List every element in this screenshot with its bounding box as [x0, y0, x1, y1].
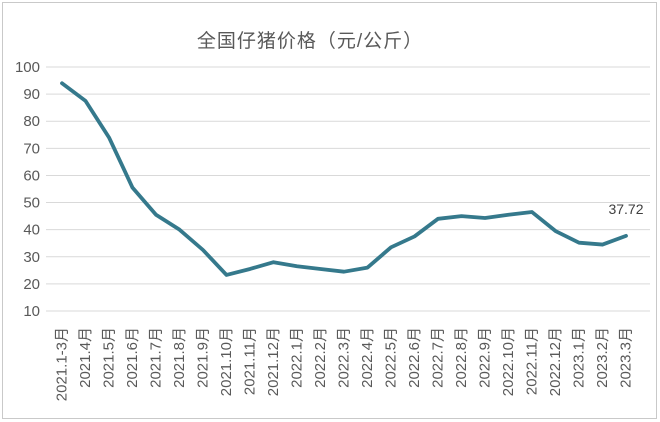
x-axis-tick-label: 2023.1月 — [571, 327, 588, 388]
x-axis-tick-label: 2022.7月 — [430, 327, 447, 388]
x-axis-tick-label: 2022.4月 — [359, 327, 376, 388]
x-axis-tick-label: 2021.9月 — [195, 327, 212, 388]
x-axis-tick-label: 2021.8月 — [171, 327, 188, 388]
x-axis-tick-label: 2021.11月 — [242, 327, 259, 395]
x-axis-tick-label: 2022.2月 — [312, 327, 329, 388]
x-axis-tick-label: 2023.3月 — [618, 327, 635, 388]
x-axis-tick-label: 2023.2月 — [594, 327, 611, 388]
x-axis-tick-label: 2022.5月 — [383, 327, 400, 388]
x-axis-tick-label: 2022.3月 — [336, 327, 353, 388]
last-point-value-label: 37.72 — [608, 201, 644, 217]
x-axis-tick-label: 2021.1-3月 — [54, 327, 71, 401]
x-axis-tick-label: 2022.12月 — [547, 327, 564, 396]
y-axis-tick-label: 30 — [23, 249, 40, 266]
x-axis-tick-label: 2021.12月 — [265, 327, 282, 396]
y-axis-tick-label: 50 — [23, 195, 40, 212]
price-line-series — [60, 81, 628, 277]
y-axis-tick-labels: 100 90 80 70 60 50 40 30 20 10 — [15, 59, 40, 320]
y-axis-tick-label: 20 — [23, 276, 40, 293]
x-axis-tick-label: 2022.10月 — [500, 327, 517, 396]
x-axis-tick-label: 2021.10月 — [218, 327, 235, 396]
y-axis-tick-label: 80 — [23, 113, 40, 130]
y-axis-tick-label: 40 — [23, 222, 40, 239]
chart-title: 全国仔猪价格（元/公斤） — [196, 31, 424, 52]
x-axis-tick-label: 2022.8月 — [453, 327, 470, 388]
y-axis-tick-label: 100 — [15, 59, 40, 76]
x-axis-tick-label: 2021.4月 — [77, 327, 94, 388]
x-axis-tick-label: 2021.6月 — [124, 327, 141, 388]
x-axis-tick-labels: 2021.1-3月 2021.4月 2021.5月 2021.6月 2021.7月 202… — [54, 327, 635, 401]
x-axis-tick-label: 2022.9月 — [477, 327, 494, 388]
x-axis-tick-label: 2021.7月 — [148, 327, 165, 388]
x-axis-tick-label: 2022.1月 — [289, 327, 306, 388]
x-axis-tick-label: 2022.11月 — [524, 327, 541, 395]
gridlines — [46, 66, 650, 312]
x-axis-tick-label: 2021.5月 — [101, 327, 118, 388]
y-axis-tick-label: 60 — [23, 167, 40, 184]
y-axis-tick-label: 10 — [23, 303, 40, 320]
x-axis-tick-label: 2022.6月 — [406, 327, 423, 388]
y-axis-tick-label: 90 — [23, 86, 40, 103]
y-axis-tick-label: 70 — [23, 140, 40, 157]
